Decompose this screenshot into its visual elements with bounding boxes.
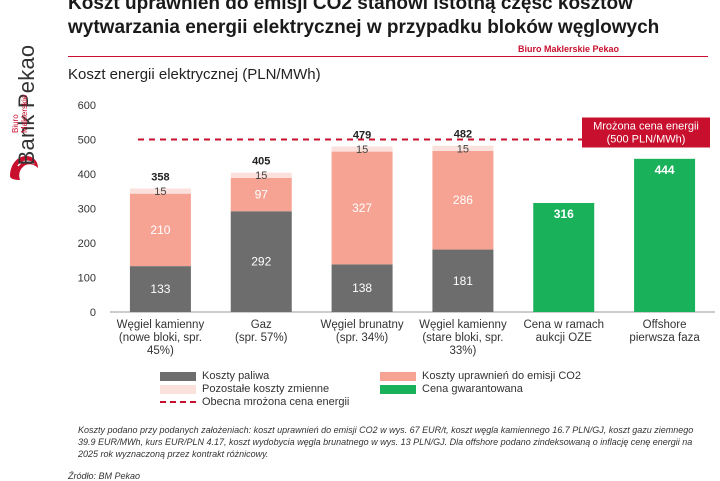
legend-label-guaranteed: Cena gwarantowana [422, 383, 523, 395]
bar-value-label: 15 [255, 170, 267, 182]
bar-segment [331, 264, 393, 312]
x-tick-label: 33%) [449, 345, 476, 357]
x-tick-label: aukcji OZE [536, 332, 593, 344]
bar-segment [634, 158, 696, 312]
x-tick-label: Gaz [251, 319, 272, 331]
legend-swatch-guaranteed [380, 384, 416, 394]
x-tick-label: pierwsza faza [629, 332, 700, 344]
bar-segment [230, 211, 292, 312]
x-tick-label: Węgiel kamienny [419, 319, 507, 331]
y-tick-label: 200 [78, 238, 96, 250]
bar-total-label: 358 [151, 171, 169, 183]
bar-value-label: 133 [150, 282, 170, 296]
x-tick-label: (nowe bloki, spr. [119, 332, 202, 344]
page-title: Koszt uprawnień do emisji CO2 stanowi is… [68, 0, 660, 38]
y-tick-label: 400 [78, 169, 96, 181]
bar-segment [129, 193, 191, 267]
legend-item-guaranteed: Cena gwarantowana [380, 383, 523, 395]
bar-value-label: 15 [457, 143, 469, 155]
bar-segment [432, 249, 494, 312]
bar-value-label: 210 [150, 223, 170, 237]
bar-segment [129, 188, 191, 194]
bar-value-label: 444 [655, 163, 675, 177]
bar-segment [230, 177, 292, 212]
legend-swatch-other [160, 384, 196, 394]
bar-value-label: 15 [356, 144, 368, 156]
header-divider [68, 56, 708, 57]
bar-value-label: 316 [554, 207, 574, 221]
bar-segment [331, 151, 393, 265]
bar-segment [533, 202, 595, 312]
legend-item-other: Pozostałe koszty zmienne [160, 383, 329, 395]
assumptions-note: Koszty podano przy podanych założeniach:… [78, 425, 694, 459]
source-note: Źródło: BM Pekao [68, 471, 141, 481]
x-tick-label: Węgiel brunatny [321, 319, 404, 331]
reference-label-box [582, 117, 710, 148]
x-tick-label: Cena w ramach [523, 319, 604, 331]
x-tick-label: 45%) [147, 345, 174, 357]
reference-label-text: (500 PLN/MWh) [607, 134, 686, 146]
legend-label-reference: Obecna mrożona cena energii [202, 396, 350, 408]
bar-value-label: 327 [352, 201, 372, 215]
bar-value-label: 292 [251, 255, 271, 269]
x-tick-label: Węgiel kamienny [117, 319, 205, 331]
legend-swatch-reference [160, 401, 196, 403]
x-tick-label: (spr. 57%) [235, 332, 288, 344]
bar-total-label: 482 [454, 129, 472, 141]
brand-sub: Biuro Maklerskie [11, 94, 29, 133]
legend-item-fuel: Koszty paliwa [160, 370, 269, 382]
x-tick-label: (stare bloki, spr. [422, 332, 503, 344]
bar-segment [432, 145, 494, 151]
broker-label: Biuro Maklerskie Pekao [518, 44, 620, 54]
x-tick-label: (spr. 34%) [336, 332, 389, 344]
legend-label-fuel: Koszty paliwa [202, 370, 270, 382]
bar-value-label: 138 [352, 281, 372, 295]
y-tick-label: 0 [90, 307, 96, 319]
y-tick-label: 600 [78, 100, 96, 112]
bar-total-label: 405 [252, 156, 270, 168]
legend-swatch-fuel [160, 371, 196, 381]
bar-segment [230, 172, 292, 178]
bar-segment [331, 146, 393, 152]
bar-value-label: 15 [154, 186, 166, 198]
legend-label-other: Pozostałe koszty zmienne [202, 383, 330, 395]
reference-label-text: Mrożona cena energii [593, 121, 699, 133]
bar-value-label: 97 [255, 188, 269, 202]
legend-item-co2: Koszty uprawnień do emisji CO2 [380, 370, 581, 382]
bar-total-label: 479 [353, 129, 371, 141]
bar-segment [432, 150, 494, 250]
x-tick-label: Offshore [643, 319, 687, 331]
brand-strip: Bank Pekao Biuro Maklerskie [0, 0, 48, 480]
y-tick-label: 300 [78, 204, 96, 216]
bar-segment [129, 266, 191, 312]
legend-swatch-co2 [380, 371, 416, 381]
chart-title: Koszt energii elektrycznej (PLN/MWh) [68, 66, 321, 83]
y-tick-label: 500 [78, 135, 96, 147]
y-tick-label: 100 [78, 273, 96, 285]
bar-value-label: 286 [453, 193, 473, 207]
bar-value-label: 181 [453, 274, 473, 288]
bank-logo-icon [10, 156, 38, 180]
legend-item-reference: Obecna mrożona cena energii [160, 396, 349, 408]
legend-label-co2: Koszty uprawnień do emisji CO2 [422, 370, 581, 382]
stacked-bar-chart: 0 100 200 300 400 500 600 133 210 15 358 Węgiel kam… [78, 100, 715, 357]
